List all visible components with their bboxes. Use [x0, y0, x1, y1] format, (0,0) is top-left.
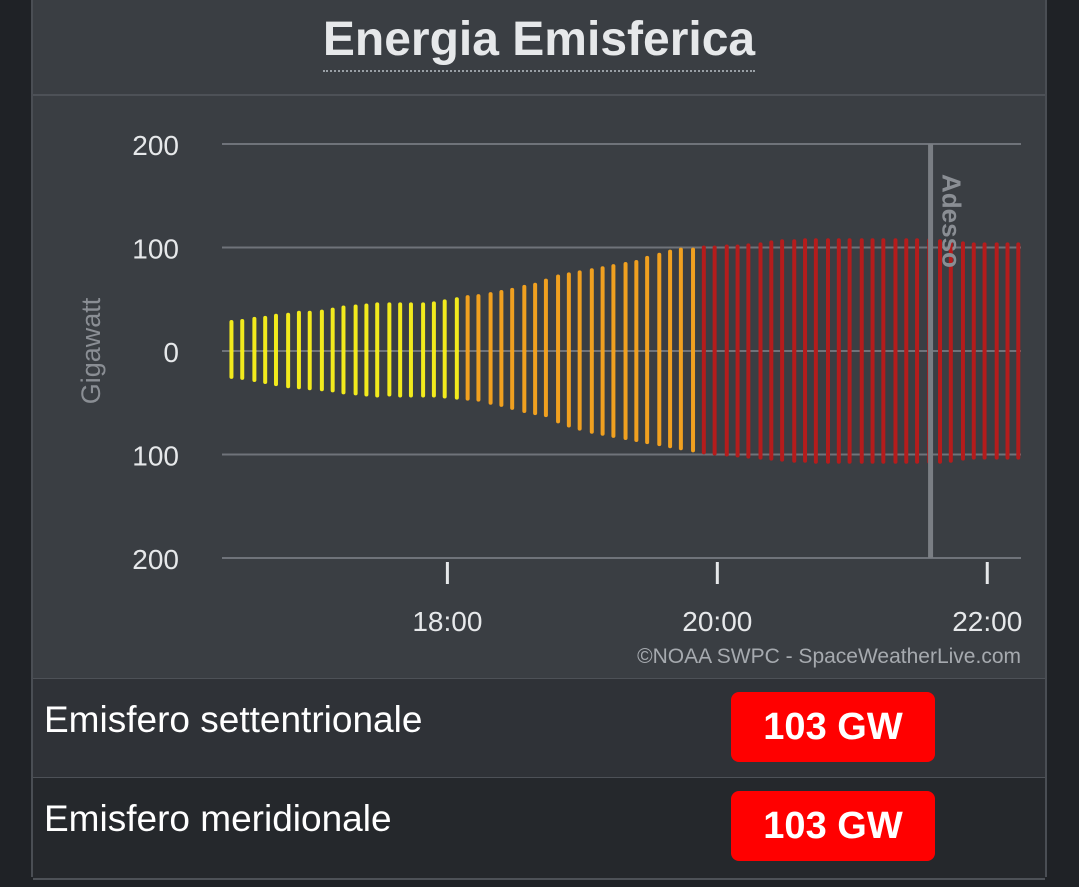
- south-hemisphere-label: Emisfero meridionale: [44, 798, 392, 839]
- hemispheric-power-chart: 200 100 0 100 200 Gigawatt Adesso 18:00 20:00 22:…: [33, 96, 1045, 676]
- chart-svg: 200 100 0 100 200 Gigawatt Adesso 18:00 20:00 22:…: [76, 130, 1022, 668]
- north-hemisphere-value-badge: 103 GW: [731, 692, 935, 762]
- x-tick-label: 18:00: [412, 606, 482, 637]
- card-header: Energia Emisferica: [33, 0, 1045, 96]
- now-marker-label: Adesso: [937, 174, 967, 268]
- x-tick-label: 20:00: [682, 606, 752, 637]
- y-tick-label: 100: [132, 234, 179, 265]
- y-axis-title: Gigawatt: [76, 297, 106, 404]
- chart-credit[interactable]: ©NOAA SWPC - SpaceWeatherLive.com: [637, 645, 1021, 668]
- south-hemisphere-row: Emisfero meridionale 103 GW: [33, 777, 1045, 880]
- north-hemisphere-row: Emisfero settentrionale 103 GW: [33, 678, 1045, 779]
- south-hemisphere-value-badge: 103 GW: [731, 791, 935, 861]
- y-tick-label: 200: [132, 130, 179, 161]
- hemispheric-power-card: Energia Emisferica 200 100 0 100 200 Gigawatt…: [31, 0, 1047, 880]
- card-title[interactable]: Energia Emisferica: [322, 12, 756, 72]
- x-tick-label: 22:00: [952, 606, 1022, 637]
- north-hemisphere-label: Emisfero settentrionale: [44, 699, 423, 740]
- y-tick-label: 0: [163, 337, 179, 368]
- y-tick-label: 100: [132, 441, 179, 472]
- y-tick-label: 200: [132, 544, 179, 575]
